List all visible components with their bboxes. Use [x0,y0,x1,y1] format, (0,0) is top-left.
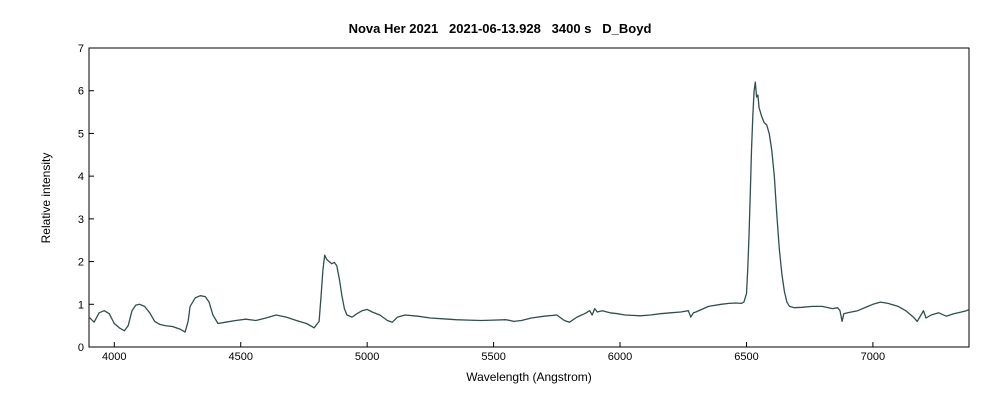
y-tick-label: 2 [78,257,84,269]
plot-frame [88,47,970,348]
y-axis-label: Relative intensity [39,153,53,244]
spectrum-line [88,81,970,333]
x-tick-label: 7000 [861,351,885,363]
x-tick-label: 6000 [608,351,632,363]
x-tick-label: 5500 [481,351,505,363]
y-tick-label: 5 [78,128,84,140]
x-tick-label: 6500 [734,351,758,363]
y-tick-label: 6 [78,86,84,98]
y-tick-label: 7 [78,43,84,55]
x-axis-label: Wavelength (Angstrom) [466,370,592,384]
y-tick-label: 3 [78,214,84,226]
plot-area: 4000 4500 5000 5500 6000 6500 7000 0 1 2 3 4 5 6 7 [78,43,970,363]
y-tick-label: 4 [78,171,84,183]
chart-title: Nova Her 2021 2021-06-13.928 3400 s D_Bo… [349,21,652,36]
x-tick-label: 4000 [102,351,126,363]
y-tick-label: 1 [78,299,84,311]
y-tick-label: 0 [78,342,84,354]
x-tick-label: 5000 [355,351,379,363]
x-tick-label: 4500 [228,351,252,363]
